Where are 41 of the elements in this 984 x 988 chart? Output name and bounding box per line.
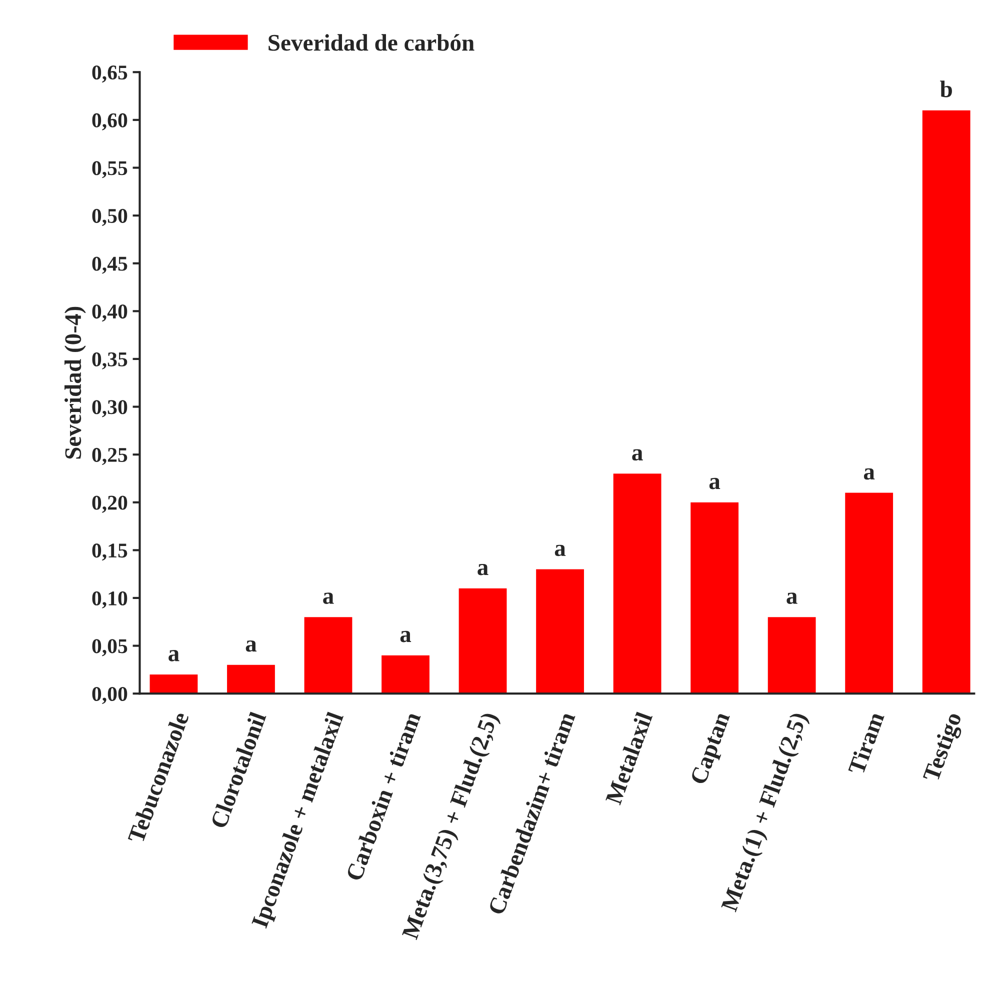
annotation: a (168, 650, 180, 662)
y-tick-label: 0,40 (92, 304, 128, 322)
bar (845, 492, 894, 694)
annotation: a (400, 630, 412, 642)
y-tick-label: 0,50 (92, 208, 128, 226)
y-tick-label: 0,35 (92, 352, 128, 370)
annotation: a (709, 478, 720, 490)
annotation: a (323, 592, 334, 604)
y-tick-label: 0,30 (92, 400, 128, 418)
y-tick-label: 0,00 (92, 686, 128, 704)
annotation: a (246, 640, 257, 652)
bar (613, 474, 662, 694)
y-tick-label: 0,55 (92, 161, 128, 178)
annotation: a (864, 468, 875, 480)
bar (304, 617, 352, 694)
x-tick-label: Captan (690, 710, 735, 787)
y-tick-label: 0,20 (92, 496, 128, 513)
y-tick-label: 0,45 (92, 256, 128, 274)
y-tick-label: 0,05 (92, 639, 128, 656)
annotation: a (478, 564, 488, 576)
bar (458, 588, 507, 694)
annotation: b (940, 80, 952, 98)
bar (922, 110, 970, 694)
bar (382, 655, 430, 694)
bar (768, 617, 816, 694)
bar (690, 502, 739, 694)
legend-label: Severidad de carbón (268, 34, 474, 51)
annotation: a (786, 592, 798, 604)
y-tick-label: 0,15 (92, 544, 128, 561)
y-tick-label: 0,10 (92, 591, 128, 608)
bar (227, 664, 275, 694)
y-axis-title: Severidad (0-4) (64, 306, 86, 459)
x-tick-label: Tiram (847, 710, 885, 776)
annotation: a (632, 449, 643, 461)
bar (536, 569, 584, 694)
y-tick-label: 0,65 (92, 66, 128, 83)
bar (150, 674, 198, 694)
annotation: a (554, 544, 566, 556)
y-tick-label: 0,25 (92, 448, 128, 466)
x-tick-label: Testigo (922, 711, 966, 784)
y-tick-label: 0,60 (92, 113, 128, 130)
